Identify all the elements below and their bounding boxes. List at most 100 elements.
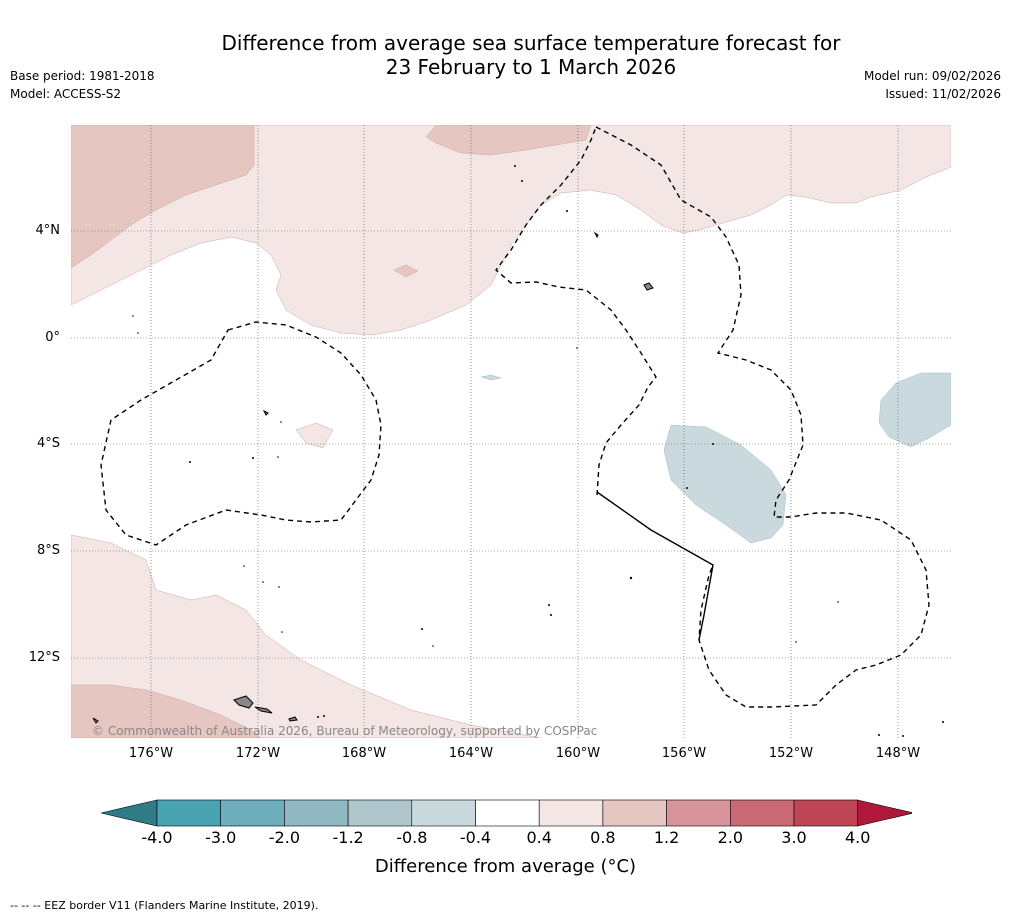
colorbar-cell: [602, 799, 667, 827]
colorbar-tick-label: 0.8: [590, 828, 616, 847]
colorbar-cell: [475, 799, 540, 827]
lon-label-156w: 156°W: [661, 746, 707, 761]
colorbar-cell: [284, 799, 349, 827]
lat-label-4s: 4°S: [36, 436, 60, 451]
lon-label-164w: 164°W: [448, 746, 494, 761]
anomaly-region-cool-center: [663, 424, 787, 544]
island-savaii: [233, 695, 254, 709]
anomaly-patch-island: [295, 422, 334, 449]
colorbar-cell: [793, 799, 859, 827]
colorbar-extend-high: [857, 799, 912, 827]
island-dot: [243, 565, 245, 567]
island-dot: [514, 165, 516, 167]
island-dot: [942, 721, 944, 723]
island-dot: [280, 421, 282, 423]
island-dot: [686, 487, 688, 489]
island-atoll-c: [92, 717, 99, 724]
colorbar-cell: [347, 799, 413, 827]
colorbar-tick-label: -0.8: [396, 828, 428, 847]
colorbar-segments: [100, 799, 912, 827]
island-tutuila: [288, 716, 298, 722]
island-dot: [550, 614, 552, 616]
colorbar-tick-label: -2.0: [268, 828, 300, 847]
island-dot: [521, 180, 523, 182]
eez-border-solid-segment: [596, 491, 714, 641]
eez-border-kiribati: [495, 126, 930, 708]
anomaly-region-light-north: [71, 125, 951, 336]
anomaly-region-warm-north: [425, 125, 592, 156]
colorbar-cell: [729, 799, 795, 827]
colorbar-tick-label: 2.0: [717, 828, 744, 847]
issued-date: Issued: 11/02/2026: [885, 87, 1001, 101]
island-dot: [317, 716, 319, 718]
colorbar: [100, 799, 912, 827]
colorbar-extend-low: [100, 799, 158, 827]
title-line-1: Difference from average sea surface temp…: [221, 31, 841, 55]
island-dot: [566, 210, 568, 212]
lon-label-176w: 176°W: [128, 746, 174, 761]
anomaly-region-cool-east: [878, 372, 951, 448]
anomaly-region-warm-southwest: [71, 684, 262, 738]
meta-left: Base period: 1981-2018 Model: ACCESS-S2: [10, 67, 155, 103]
island-dot: [189, 461, 191, 463]
lat-label-12s: 12°S: [28, 650, 60, 665]
colorbar-cell: [156, 799, 222, 827]
island-dot: [712, 443, 714, 445]
base-period: Base period: 1981-2018: [10, 69, 155, 83]
eez-borders: [100, 126, 930, 708]
lat-label-4n: 4°N: [35, 223, 61, 238]
island-dot: [837, 601, 839, 603]
island-dot: [252, 457, 254, 459]
model-run: Model run: 09/02/2026: [863, 69, 1001, 83]
islands: [92, 231, 654, 724]
colorbar-tick-label: -0.4: [459, 828, 492, 847]
eez-border-tokelau: [100, 321, 382, 546]
colorbar-cell: [538, 799, 604, 827]
island-dot: [137, 332, 139, 334]
island-atoll-d: [262, 409, 269, 416]
island-dot: [629, 576, 633, 580]
eez-footnote: -- -- -- EEZ border V11 (Flanders Marine…: [10, 899, 319, 912]
island-dot: [421, 628, 423, 630]
island-atoll-a: [643, 282, 654, 291]
anomaly-region-warm-northwest: [71, 125, 255, 269]
model-name: Model: ACCESS-S2: [10, 87, 122, 101]
island-dot: [281, 631, 283, 633]
island-dots: [132, 165, 944, 737]
lon-label-148w: 148°W: [875, 746, 921, 761]
island-dot: [795, 641, 797, 643]
lon-label-168w: 168°W: [341, 746, 387, 761]
anomaly-region-light-southwest: [71, 534, 542, 738]
island-upolu: [254, 706, 273, 714]
colorbar-cell: [666, 799, 731, 827]
island-dot: [132, 315, 134, 317]
island-atoll-b: [593, 231, 599, 239]
meta-right: Model run: 09/02/2026 Issued: 11/02/2026: [864, 67, 1001, 103]
graticule: [71, 125, 951, 738]
colorbar-tick-label: -1.2: [332, 828, 364, 847]
island-dot: [576, 347, 578, 349]
lon-label-152w: 152°W: [768, 746, 814, 761]
lat-label-0: 0°: [45, 330, 60, 345]
colorbar-tick-label: 1.2: [653, 828, 680, 847]
copyright-notice: © Commonwealth of Australia 2026, Bureau…: [92, 724, 598, 738]
lat-label-8s: 8°S: [36, 543, 60, 558]
colorbar-label: Difference from average (°C): [374, 856, 637, 877]
colorbar-tick-label: 4.0: [844, 828, 871, 847]
colorbar-cell: [411, 799, 476, 827]
colorbar-cell: [220, 799, 285, 827]
map-title: Difference from average sea surface temp…: [0, 31, 1011, 79]
lon-label-172w: 172°W: [235, 746, 281, 761]
colorbar-tick-label: 0.4: [526, 828, 552, 847]
island-dot: [262, 581, 264, 583]
colorbar-tick-label: 3.0: [781, 828, 807, 847]
island-dot: [278, 586, 280, 588]
anomaly-patch-cool-small: [480, 374, 502, 381]
colorbar-tick-label: -4.0: [141, 828, 173, 847]
island-dot: [548, 604, 550, 606]
island-dot: [902, 735, 904, 737]
lon-label-160w: 160°W: [555, 746, 601, 761]
island-dot: [432, 645, 434, 647]
sst-anomaly-map: [71, 125, 951, 738]
island-dot: [277, 456, 279, 458]
